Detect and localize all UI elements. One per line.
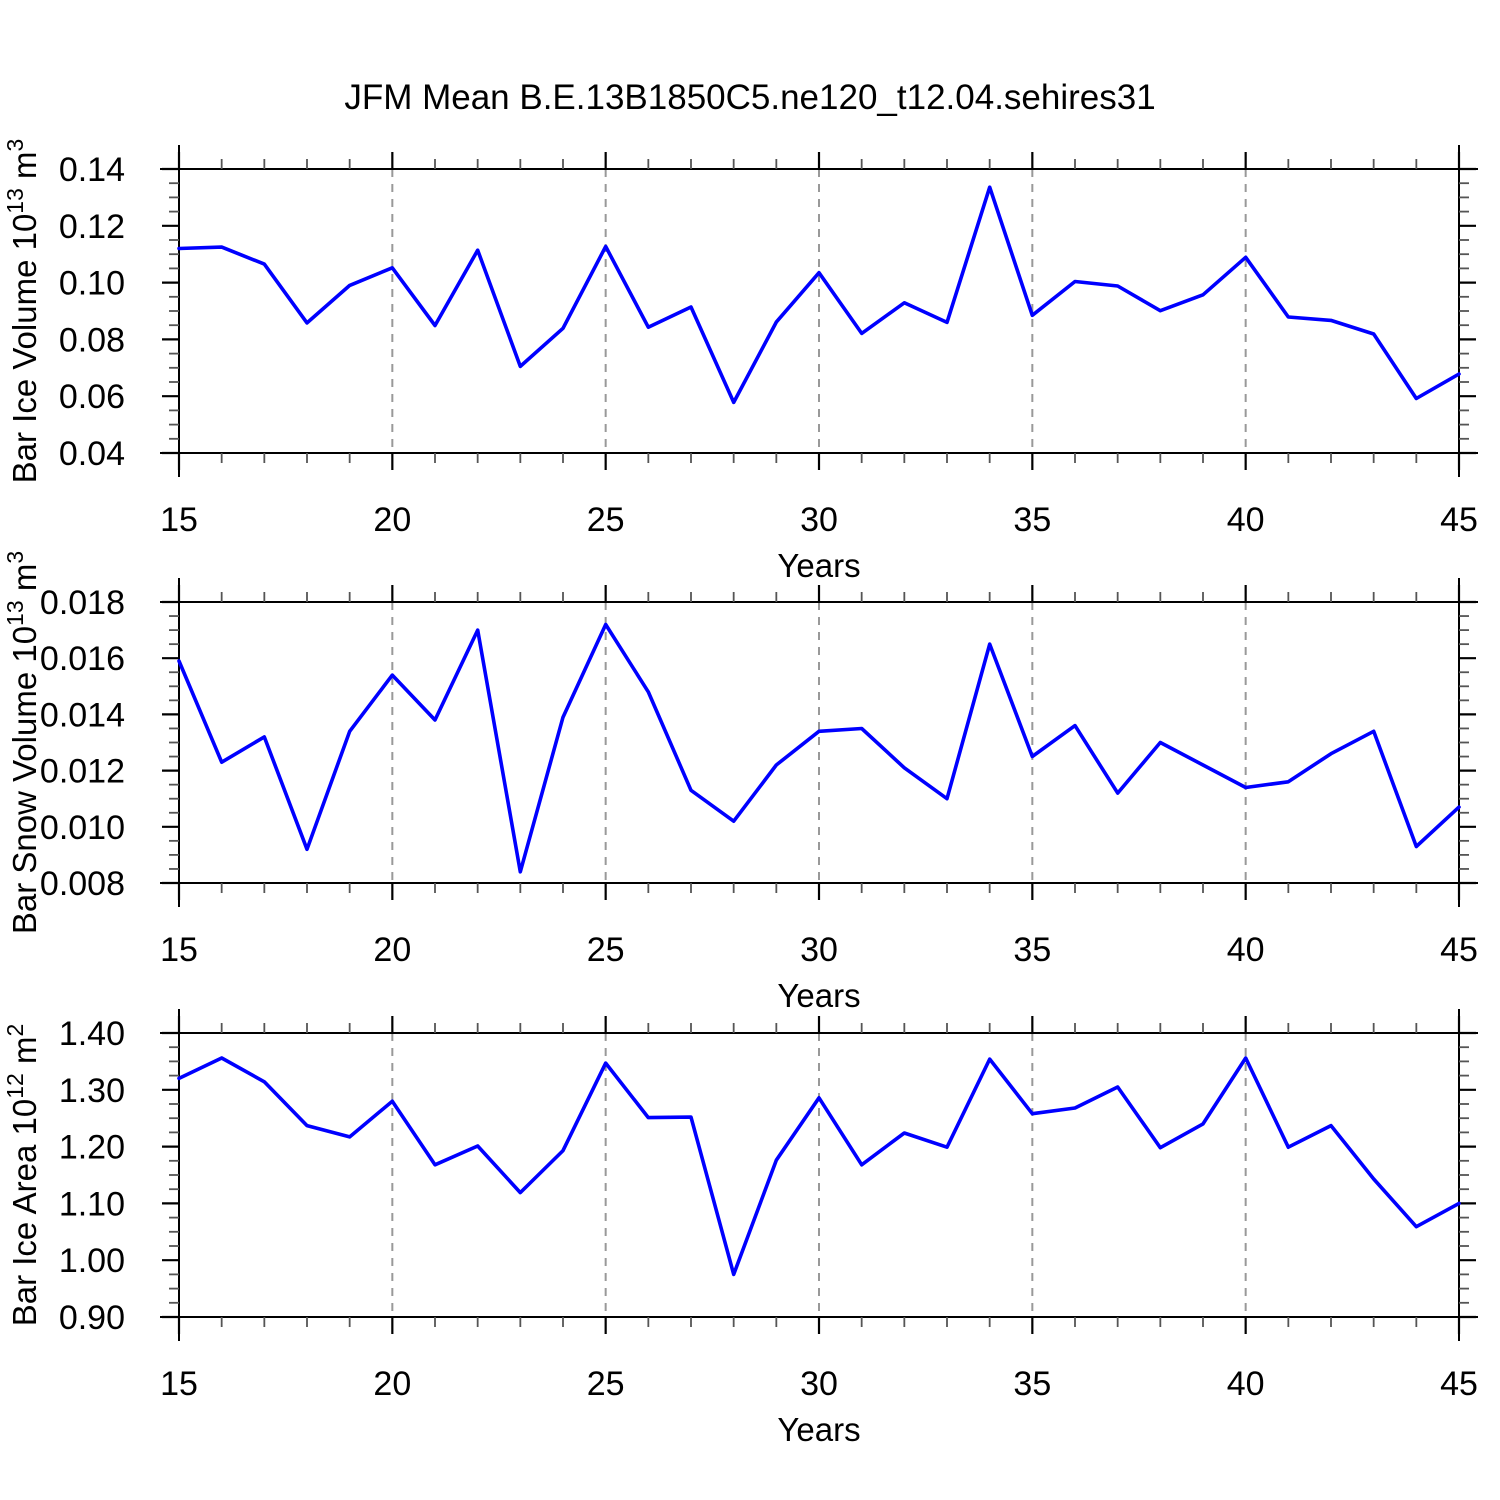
y-tick-label: 0.06	[59, 378, 125, 416]
x-axis-label: Years	[777, 977, 860, 1014]
x-tick-label: 15	[160, 931, 198, 969]
panel-ice-volume: 0.04 0.06 0.08 0.10 0.12 0.14 15 20 25 30 35 40 45 Ye…	[2, 139, 1478, 584]
y-tick-label: 0.08	[59, 321, 125, 359]
panel-snow-volume: 0.008 0.010 0.012 0.014 0.016 0.018 15 20 25 30 35…	[2, 551, 1478, 1014]
y-axis-label: Bar Ice Area 1012 m2	[2, 1024, 43, 1327]
y-tick-label: 1.40	[59, 1015, 125, 1053]
x-major-ticks	[177, 585, 1461, 900]
y-tick-label: 0.90	[59, 1299, 125, 1337]
x-tick-label: 45	[1440, 1365, 1478, 1403]
y-minor-ticks	[169, 182, 1469, 440]
y-tick-label: 0.008	[40, 865, 125, 903]
x-tick-label: 30	[800, 931, 838, 969]
y-axis-label: Bar Snow Volume 1013 m3	[2, 551, 43, 934]
y-major-ticks	[162, 167, 1476, 455]
x-tick-label: 45	[1440, 501, 1478, 539]
y-tick-label: 0.010	[40, 809, 125, 847]
y-tick-label: 0.016	[40, 640, 125, 678]
x-tick-label: 20	[373, 501, 411, 539]
x-tick-label: 40	[1227, 501, 1265, 539]
y-tick-label: 1.10	[59, 1185, 125, 1223]
x-tick-label: 25	[587, 931, 625, 969]
x-tick-label: 45	[1440, 931, 1478, 969]
ice-area-series-line	[177, 1056, 1461, 1277]
x-tick-label: 35	[1013, 501, 1051, 539]
x-major-ticks	[177, 152, 1461, 470]
x-tick-label: 40	[1227, 1365, 1265, 1403]
x-tick-label: 25	[587, 501, 625, 539]
x-minor-ticks	[220, 159, 1418, 463]
x-tick-label: 35	[1013, 1365, 1051, 1403]
y-tick-label: 1.30	[59, 1072, 125, 1110]
x-major-ticks	[177, 1016, 1461, 1334]
snow-volume-series-line	[177, 622, 1461, 874]
y-tick-label: 0.12	[59, 208, 125, 246]
x-tick-label: 20	[373, 1365, 411, 1403]
y-major-ticks	[162, 600, 1476, 885]
x-tick-label: 30	[800, 1365, 838, 1403]
y-tick-label: 0.10	[59, 265, 125, 303]
x-minor-ticks	[220, 592, 1418, 893]
x-tick-label: 30	[800, 501, 838, 539]
ice-volume-series-line	[177, 185, 1461, 405]
x-tick-label: 35	[1013, 931, 1051, 969]
y-tick-label: 1.00	[59, 1242, 125, 1280]
y-tick-label: 0.012	[40, 753, 125, 791]
x-tick-label: 15	[160, 501, 198, 539]
chart-title: JFM Mean B.E.13B1850C5.ne120_t12.04.sehi…	[344, 78, 1156, 117]
y-minor-ticks	[169, 1046, 1469, 1304]
y-tick-label: 0.018	[40, 584, 125, 622]
x-tick-label: 15	[160, 1365, 198, 1403]
x-axis-label: Years	[777, 547, 860, 584]
y-tick-label: 0.14	[59, 151, 125, 189]
y-axis-label: Bar Ice Volume 1013 m3	[2, 139, 43, 484]
y-tick-label: 0.014	[40, 696, 125, 734]
x-tick-label: 20	[373, 931, 411, 969]
x-axis-label: Years	[777, 1411, 860, 1448]
y-tick-label: 0.04	[59, 435, 125, 473]
y-minor-ticks	[169, 615, 1469, 870]
x-minor-ticks	[220, 1023, 1418, 1327]
y-major-ticks	[162, 1031, 1476, 1319]
y-tick-label: 1.20	[59, 1129, 125, 1167]
x-tick-label: 25	[587, 1365, 625, 1403]
x-tick-label: 40	[1227, 931, 1265, 969]
panel-ice-area: 0.90 1.00 1.10 1.20 1.30 1.40 15 20 25 30 35 40 45 Ye…	[2, 1009, 1478, 1448]
